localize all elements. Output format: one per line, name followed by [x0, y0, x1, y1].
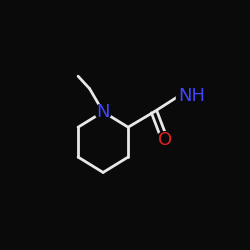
- Text: O: O: [158, 131, 172, 149]
- Circle shape: [95, 104, 111, 120]
- Circle shape: [156, 132, 173, 148]
- Text: N: N: [96, 103, 110, 121]
- Bar: [176, 91, 196, 102]
- Text: NH: NH: [178, 88, 205, 106]
